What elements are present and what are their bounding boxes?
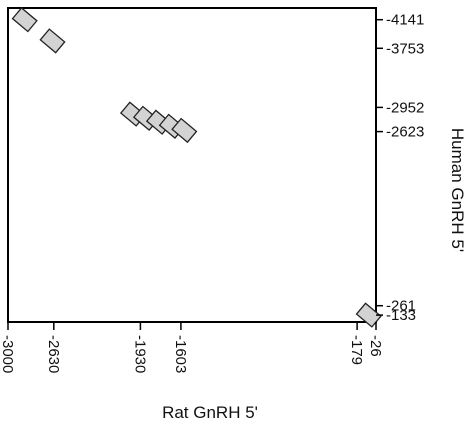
- x-tick-label: -1603: [172, 335, 189, 373]
- y-axis-ticks: -4141 -3753 -2952 -2623 -261-133: [376, 12, 424, 324]
- alignment-segment-7: [171, 117, 198, 144]
- x-tick-label: -2630: [45, 335, 62, 373]
- alignment-segment-8: [355, 302, 382, 328]
- y-tick-label: -4141: [386, 12, 424, 29]
- x-tick-label: -1930: [131, 335, 148, 373]
- y-tick-label: -2952: [386, 99, 424, 116]
- y-tick-label: -3753: [386, 40, 424, 57]
- y-tick-label: -133: [386, 307, 416, 324]
- y-axis-title: Human GnRH 5': [448, 128, 467, 252]
- alignment-segment-1: [11, 6, 38, 33]
- plot-frame: [7, 7, 377, 323]
- alignment-segments: [11, 6, 382, 328]
- x-axis-ticks: -3000 -2630 -1930 -1603 -179 -26: [0, 322, 384, 373]
- x-tick-label: -3000: [0, 335, 16, 373]
- y-tick-label: -2623: [386, 124, 424, 141]
- x-tick-label: -179: [348, 335, 365, 365]
- alignment-segment-2: [39, 28, 66, 54]
- x-axis-title: Rat GnRH 5': [162, 403, 258, 422]
- x-tick-label: -26: [367, 335, 384, 357]
- y-tick-label: -261: [386, 298, 416, 315]
